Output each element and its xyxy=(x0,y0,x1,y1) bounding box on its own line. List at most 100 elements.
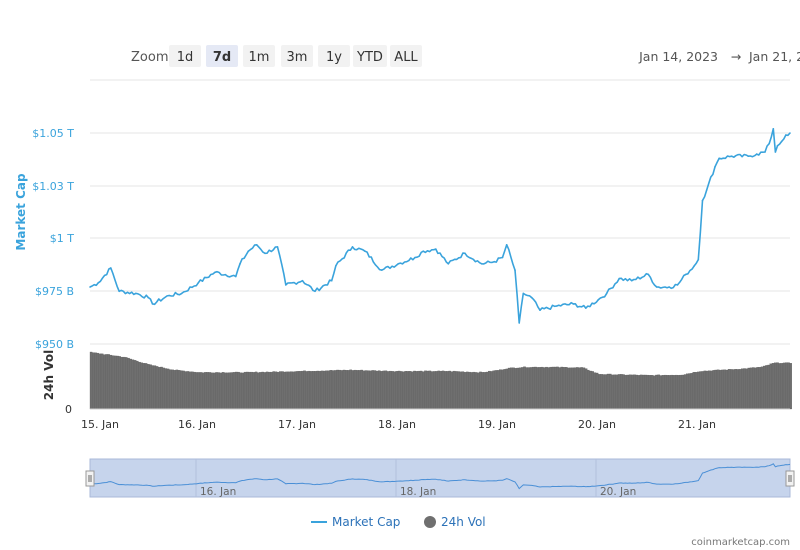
volume-bar xyxy=(644,374,647,410)
volume-bar xyxy=(413,370,416,410)
zoom-button-3m[interactable]: 3m xyxy=(281,45,313,67)
legend-item-market-cap[interactable]: Market Cap xyxy=(311,515,400,529)
market-cap-point xyxy=(255,244,258,246)
zoom-button-all[interactable]: ALL xyxy=(390,45,422,67)
volume-bar xyxy=(448,370,451,410)
volume-bar xyxy=(719,369,722,410)
zoom-button-label[interactable]: 1d xyxy=(177,50,194,65)
volume-bar xyxy=(468,371,471,410)
zoom-button-bg[interactable] xyxy=(390,45,422,67)
volume-bar xyxy=(503,369,506,410)
volume-bar xyxy=(422,371,425,410)
market-cap-point xyxy=(285,284,287,286)
volume-bar xyxy=(356,370,359,410)
handle-box[interactable] xyxy=(85,470,95,487)
volume-bar xyxy=(593,372,597,410)
volume-bar xyxy=(206,372,209,410)
volume-bar xyxy=(338,369,341,410)
volume-bar xyxy=(441,370,445,410)
volume-bar xyxy=(215,372,218,410)
volume-bar xyxy=(283,371,286,410)
volume-bar xyxy=(122,356,126,410)
zoom-button-label[interactable]: YTD xyxy=(356,50,383,65)
volume-bar xyxy=(617,374,621,410)
zoom-button-label[interactable]: 1m xyxy=(249,50,270,65)
zoom-button-ytd[interactable]: YTD xyxy=(353,45,387,67)
volume-bar xyxy=(492,370,495,410)
volume-bar xyxy=(485,371,489,410)
volume-bar xyxy=(446,371,449,410)
volume-bar xyxy=(760,366,764,410)
market-cap-point xyxy=(539,309,541,312)
volume-bar xyxy=(305,371,308,410)
navigator-mask[interactable] xyxy=(89,458,791,498)
volume-bar xyxy=(591,371,594,410)
volume-bar xyxy=(417,370,421,410)
volume-bar xyxy=(325,370,328,410)
volume-bar xyxy=(488,370,491,410)
legend-item-volume[interactable]: 24h Vol xyxy=(424,515,486,529)
market-cap-gridlines xyxy=(90,79,790,345)
zoom-button-7d[interactable]: 7d xyxy=(206,45,238,67)
market-cap-point xyxy=(151,303,154,305)
zoom-button-label[interactable]: 1y xyxy=(326,50,342,65)
zoom-button-1d[interactable]: 1d xyxy=(169,45,201,67)
navigator-tick-label: 16. Jan xyxy=(200,486,236,498)
zoom-button-label[interactable]: ALL xyxy=(394,50,418,65)
volume-bar xyxy=(232,372,236,410)
volume-bar xyxy=(659,375,663,410)
volume-bar xyxy=(125,357,128,410)
volume-bar xyxy=(94,352,97,410)
volume-bar xyxy=(661,375,665,410)
market-cap-point xyxy=(701,199,704,202)
zoom-button-1m[interactable]: 1m xyxy=(243,45,275,67)
zoom-button-bg[interactable] xyxy=(353,45,387,67)
market-cap-point xyxy=(447,263,450,265)
date-to-input[interactable]: Jan 21, 2 xyxy=(748,49,800,64)
volume-bar xyxy=(230,372,234,410)
volume-bar xyxy=(730,369,733,410)
volume-bar xyxy=(789,363,792,410)
zoom-button-1y[interactable]: 1y xyxy=(318,45,350,67)
volume-bar xyxy=(272,371,275,410)
volume-bar xyxy=(160,366,163,410)
legend-label-market-cap[interactable]: Market Cap xyxy=(332,515,400,529)
navigator-left-handle[interactable] xyxy=(85,470,95,487)
volume-bar xyxy=(186,371,190,410)
volume-bar xyxy=(303,370,306,410)
volume-bar xyxy=(494,370,498,410)
zoom-button-label[interactable]: 7d xyxy=(213,50,231,65)
credit-link[interactable]: coinmarketcap.com xyxy=(691,537,790,548)
volume-bar xyxy=(349,369,352,410)
zoom-button-bg[interactable] xyxy=(281,45,313,67)
zoom-button-bg[interactable] xyxy=(169,45,201,67)
date-from-input[interactable]: Jan 14, 2023 xyxy=(638,49,718,64)
navigator-tick-label: 20. Jan xyxy=(600,486,636,498)
handle-box[interactable] xyxy=(785,470,795,487)
volume-bar xyxy=(736,369,740,410)
volume-bar xyxy=(450,371,454,410)
market-cap-point xyxy=(647,273,650,276)
volume-bar xyxy=(765,365,768,410)
volume-bar xyxy=(210,372,214,410)
volume-bar xyxy=(620,374,623,410)
zoom-button-label[interactable]: 3m xyxy=(287,50,308,65)
volume-bar xyxy=(364,370,368,410)
volume-bar xyxy=(675,374,678,410)
zoom-button-bg[interactable] xyxy=(318,45,350,67)
navigator-right-handle[interactable] xyxy=(785,470,795,487)
zoom-button-bg[interactable] xyxy=(206,45,238,67)
zoom-button-bg[interactable] xyxy=(243,45,275,67)
volume-bar xyxy=(331,370,335,410)
volume-bar xyxy=(127,357,130,410)
volume-bar xyxy=(136,360,139,410)
volume-bar xyxy=(221,372,225,410)
volume-bar xyxy=(725,369,729,410)
volume-bar xyxy=(459,371,462,410)
navigator[interactable]: 16. Jan 18. Jan 20. Jan xyxy=(85,458,795,498)
volume-bar xyxy=(298,371,302,410)
volume-bar xyxy=(96,352,99,410)
market-cap-point xyxy=(747,155,750,157)
legend-label-volume[interactable]: 24h Vol xyxy=(441,515,486,529)
volume-bar xyxy=(584,368,588,410)
